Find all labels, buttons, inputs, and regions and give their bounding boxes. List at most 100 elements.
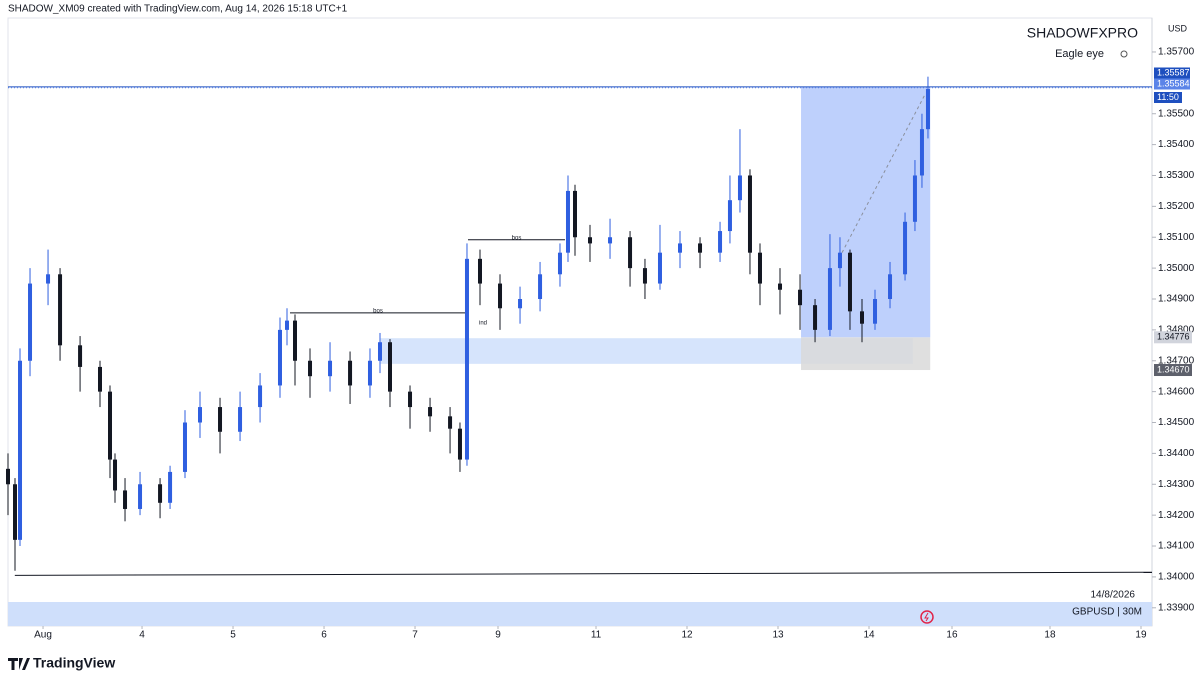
- plot-frame: [7, 17, 1153, 627]
- alert-icon[interactable]: [920, 610, 934, 624]
- candle-body: [518, 298, 523, 309]
- candle-body: [97, 366, 102, 392]
- y-tick-label: 1.34100: [1158, 541, 1195, 552]
- candle-body: [388, 342, 393, 392]
- candle-body: [308, 360, 313, 377]
- x-tick-label: 12: [681, 630, 693, 641]
- price-mark-label: 1.34670: [1157, 364, 1190, 374]
- x-tick-label: 7: [412, 630, 418, 641]
- candle-body: [464, 258, 469, 460]
- candle-body: [477, 258, 482, 284]
- candle-body: [847, 252, 852, 312]
- y-tick-label: 1.34900: [1158, 294, 1195, 305]
- candle-body: [348, 360, 353, 386]
- candle-body: [813, 305, 818, 330]
- y-tick-label: 1.35300: [1158, 170, 1195, 181]
- candle-body: [628, 237, 633, 269]
- candle-body: [837, 252, 842, 269]
- date-label: 14/8/2026: [1091, 590, 1136, 601]
- x-tick-label: 11: [591, 630, 602, 641]
- candle-body: [727, 200, 732, 232]
- countdown: 11:50: [1157, 92, 1179, 102]
- candle-body: [78, 345, 83, 367]
- y-tick-label: 1.34300: [1158, 479, 1195, 490]
- y-tick-label: 1.34400: [1158, 448, 1195, 459]
- trendline: [838, 94, 926, 259]
- candle-body: [657, 252, 662, 284]
- candle-body: [912, 175, 917, 222]
- candle-body: [642, 268, 647, 284]
- candle-body: [258, 385, 263, 408]
- bos-label: bos: [373, 308, 383, 314]
- candle-body: [873, 298, 878, 324]
- candle-body: [827, 268, 832, 330]
- candle-body: [18, 360, 23, 540]
- candle-body: [859, 311, 864, 324]
- y-tick-label: 1.35400: [1158, 139, 1195, 150]
- brand: TradingView: [33, 655, 115, 671]
- price-mark-box: [1154, 364, 1192, 377]
- candle-body: [367, 360, 372, 386]
- candle-body: [919, 129, 924, 176]
- y-tick-label: 1.35200: [1158, 201, 1195, 212]
- subtitle: Eagle eye: [1055, 48, 1104, 60]
- candle-body: [168, 471, 173, 503]
- y-tick-label: 1.34800: [1158, 325, 1195, 336]
- candle-body: [6, 468, 10, 485]
- price-mark-box: [1154, 331, 1192, 344]
- price-level-box: [1154, 78, 1190, 90]
- candle-body: [572, 190, 577, 238]
- candle-body: [198, 407, 203, 423]
- y-tick-label: 1.34600: [1158, 386, 1195, 397]
- y-tick-label: 1.35700: [1158, 47, 1195, 58]
- title: SHADOWFXPRO: [1027, 25, 1138, 41]
- eye-icon[interactable]: [1120, 50, 1128, 58]
- trendline: [14, 571, 1153, 576]
- y-tick-label: 1.35500: [1158, 108, 1195, 119]
- symbol: GBPUSD | 30M: [1072, 607, 1142, 618]
- candle-body: [428, 407, 433, 417]
- x-tick-label: 18: [1044, 630, 1056, 641]
- y-tick-label: 1.34500: [1158, 417, 1195, 428]
- candle-body: [408, 391, 413, 408]
- x-tick-label: 19: [1135, 630, 1147, 641]
- candle-body: [718, 231, 723, 253]
- candle-body: [925, 89, 930, 130]
- countdown-box: [1154, 92, 1182, 103]
- candle-body: [778, 283, 783, 290]
- candle-body: [747, 175, 752, 253]
- candle-body: [757, 252, 762, 284]
- candle-body: [608, 237, 613, 244]
- candle-body: [138, 484, 143, 509]
- candle-body: [46, 274, 51, 284]
- x-tick-label: 14: [863, 630, 875, 641]
- candle-body: [108, 391, 113, 460]
- candle-body: [158, 484, 163, 503]
- candle-body: [498, 283, 503, 309]
- candle-body: [58, 274, 63, 346]
- y-tick-label: 1.34700: [1158, 355, 1195, 366]
- price-mark-label: 1.34776: [1157, 332, 1190, 342]
- candle-body: [737, 175, 742, 201]
- candle-body: [538, 274, 543, 299]
- candle-body: [888, 274, 893, 299]
- candle-body: [123, 490, 128, 509]
- candle-body: [903, 221, 908, 275]
- y-tick-label: 1.35100: [1158, 232, 1195, 243]
- credit: SHADOW_XM09 created with TradingView.com…: [8, 4, 348, 15]
- candle-body: [328, 360, 333, 377]
- candle-body: [218, 407, 223, 432]
- y-tick-label: 1.33900: [1158, 602, 1195, 613]
- y-tick-label: 1.34000: [1158, 572, 1195, 583]
- candle-body: [113, 459, 118, 491]
- x-tick-label: 6: [321, 630, 327, 641]
- x-tick-label: 16: [946, 630, 958, 641]
- candle-body: [678, 243, 683, 253]
- zone: [801, 337, 931, 371]
- note: ind: [479, 320, 487, 326]
- brand-logo: [8, 658, 30, 670]
- y-tick-label: 1.34200: [1158, 510, 1195, 521]
- candle-body: [13, 484, 18, 540]
- candle-body: [565, 190, 570, 253]
